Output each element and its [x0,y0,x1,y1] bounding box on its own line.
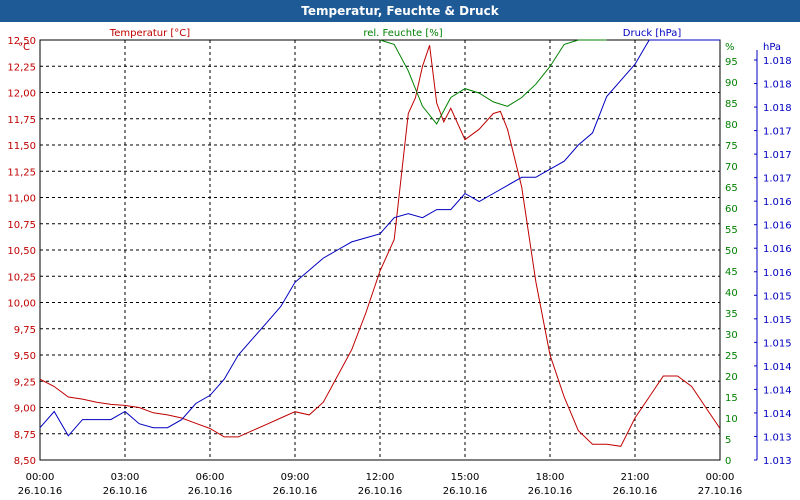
humidity-tick-label: 90 [725,78,738,89]
humidity-tick-label: 60 [725,204,738,215]
temperature-tick-label: 11,50 [7,141,36,152]
grid [40,40,720,460]
x-tick-date: 26.10.16 [103,486,148,497]
pressure-tick-label: 1.018 [763,80,792,91]
humidity-tick-label: 35 [725,309,738,320]
pressure-tick-label: 1.015 [763,338,792,349]
humidity-tick-label: 80 [725,120,738,131]
x-tick-time: 00:00 [706,472,735,483]
temperature-tick-label: 11,00 [7,194,36,205]
humidity-tick-label: 30 [725,330,738,341]
pressure-tick-label: 1.017 [763,127,792,138]
pressure-unit: hPa [763,42,781,53]
x-tick-date: 26.10.16 [443,486,488,497]
pressure-tick-label: 1.014 [763,409,792,420]
humidity-tick-label: 25 [725,351,738,362]
humidity-series-line [379,39,607,125]
x-tick-time: 06:00 [196,472,225,483]
temperature-tick-label: 9,50 [14,351,36,362]
pressure-tick-label: 1.016 [763,244,792,255]
humidity-tick-label: 40 [725,288,738,299]
temperature-tick-label: 11,25 [7,167,36,178]
humidity-axis-label: rel. Feuchte [%] [363,28,442,39]
temperature-tick-label: 9,25 [14,377,36,388]
series-lines [39,39,721,447]
pressure-tick-label: 1.014 [763,385,792,396]
x-tick-date: 27.10.16 [698,486,743,497]
humidity-tick-label: 45 [725,267,738,278]
x-tick-date: 26.10.16 [273,486,318,497]
pressure-tick-label: 1.017 [763,174,792,185]
x-tick-time: 15:00 [451,472,480,483]
x-tick-date: 26.10.16 [528,486,573,497]
humidity-tick-label: 65 [725,183,738,194]
axes: 00:00 26.10.16 03:00 26.10.16 06:00 26.10.16 0… [7,36,791,497]
humidity-tick-label: 95 [725,57,738,68]
temperature-tick-label: 12,00 [7,89,36,100]
pressure-tick-label: 1.016 [763,268,792,279]
pressure-tick-label: 1.016 [763,197,792,208]
temperature-tick-label: 10,00 [7,299,36,310]
temperature-tick-label: 10,50 [7,246,36,257]
humidity-unit: % [725,42,735,53]
humidity-tick-label: 5 [725,435,731,446]
humidity-tick-label: 0 [725,456,731,467]
x-tick-time: 03:00 [111,472,140,483]
x-tick-time: 12:00 [366,472,395,483]
temperature-tick-label: 10,75 [7,220,36,231]
pressure-tick-label: 1.018 [763,56,792,67]
temperature-tick-label: 9,00 [14,404,36,415]
x-tick-time: 00:00 [26,472,55,483]
x-tick-time: 21:00 [621,472,650,483]
pressure-tick-label: 1.016 [763,221,792,232]
temperature-tick-label: 8,50 [14,456,36,467]
temperature-series-line [39,45,721,447]
humidity-tick-label: 70 [725,162,738,173]
x-tick-time: 09:00 [281,472,310,483]
x-tick-date: 26.10.16 [18,486,63,497]
humidity-tick-label: 20 [725,372,738,383]
chart-title: Temperatur, Feuchte & Druck [0,0,800,22]
temperature-tick-label: 11,75 [7,115,36,126]
pressure-series-line [39,39,720,437]
humidity-tick-label: 10 [725,414,738,425]
humidity-tick-label: 15 [725,393,738,404]
humidity-tick-label: 75 [725,141,738,152]
humidity-tick-label: 50 [725,246,738,257]
pressure-tick-label: 1.015 [763,291,792,302]
temperature-tick-label: 8,75 [14,430,36,441]
pressure-tick-label: 1.017 [763,150,792,161]
x-tick-date: 26.10.16 [188,486,233,497]
pressure-tick-label: 1.013 [763,432,792,443]
x-tick-date: 26.10.16 [613,486,658,497]
humidity-tick-label: 85 [725,99,738,110]
pressure-tick-label: 1.018 [763,103,792,114]
x-tick-time: 18:00 [536,472,565,483]
x-tick-date: 26.10.16 [358,486,403,497]
pressure-axis-label: Druck [hPa] [623,28,682,39]
temperature-unit: °C [18,42,30,53]
humidity-tick-label: 55 [725,225,738,236]
temperature-tick-label: 10,25 [7,272,36,283]
temperature-tick-label: 12,50 [7,36,36,47]
temperature-axis-label: Temperatur [°C] [109,28,190,39]
temperature-tick-label: 12,25 [7,62,36,73]
pressure-tick-label: 1.013 [763,456,792,467]
temperature-tick-label: 9,75 [14,325,36,336]
pressure-tick-label: 1.014 [763,362,792,373]
pressure-tick-label: 1.015 [763,315,792,326]
